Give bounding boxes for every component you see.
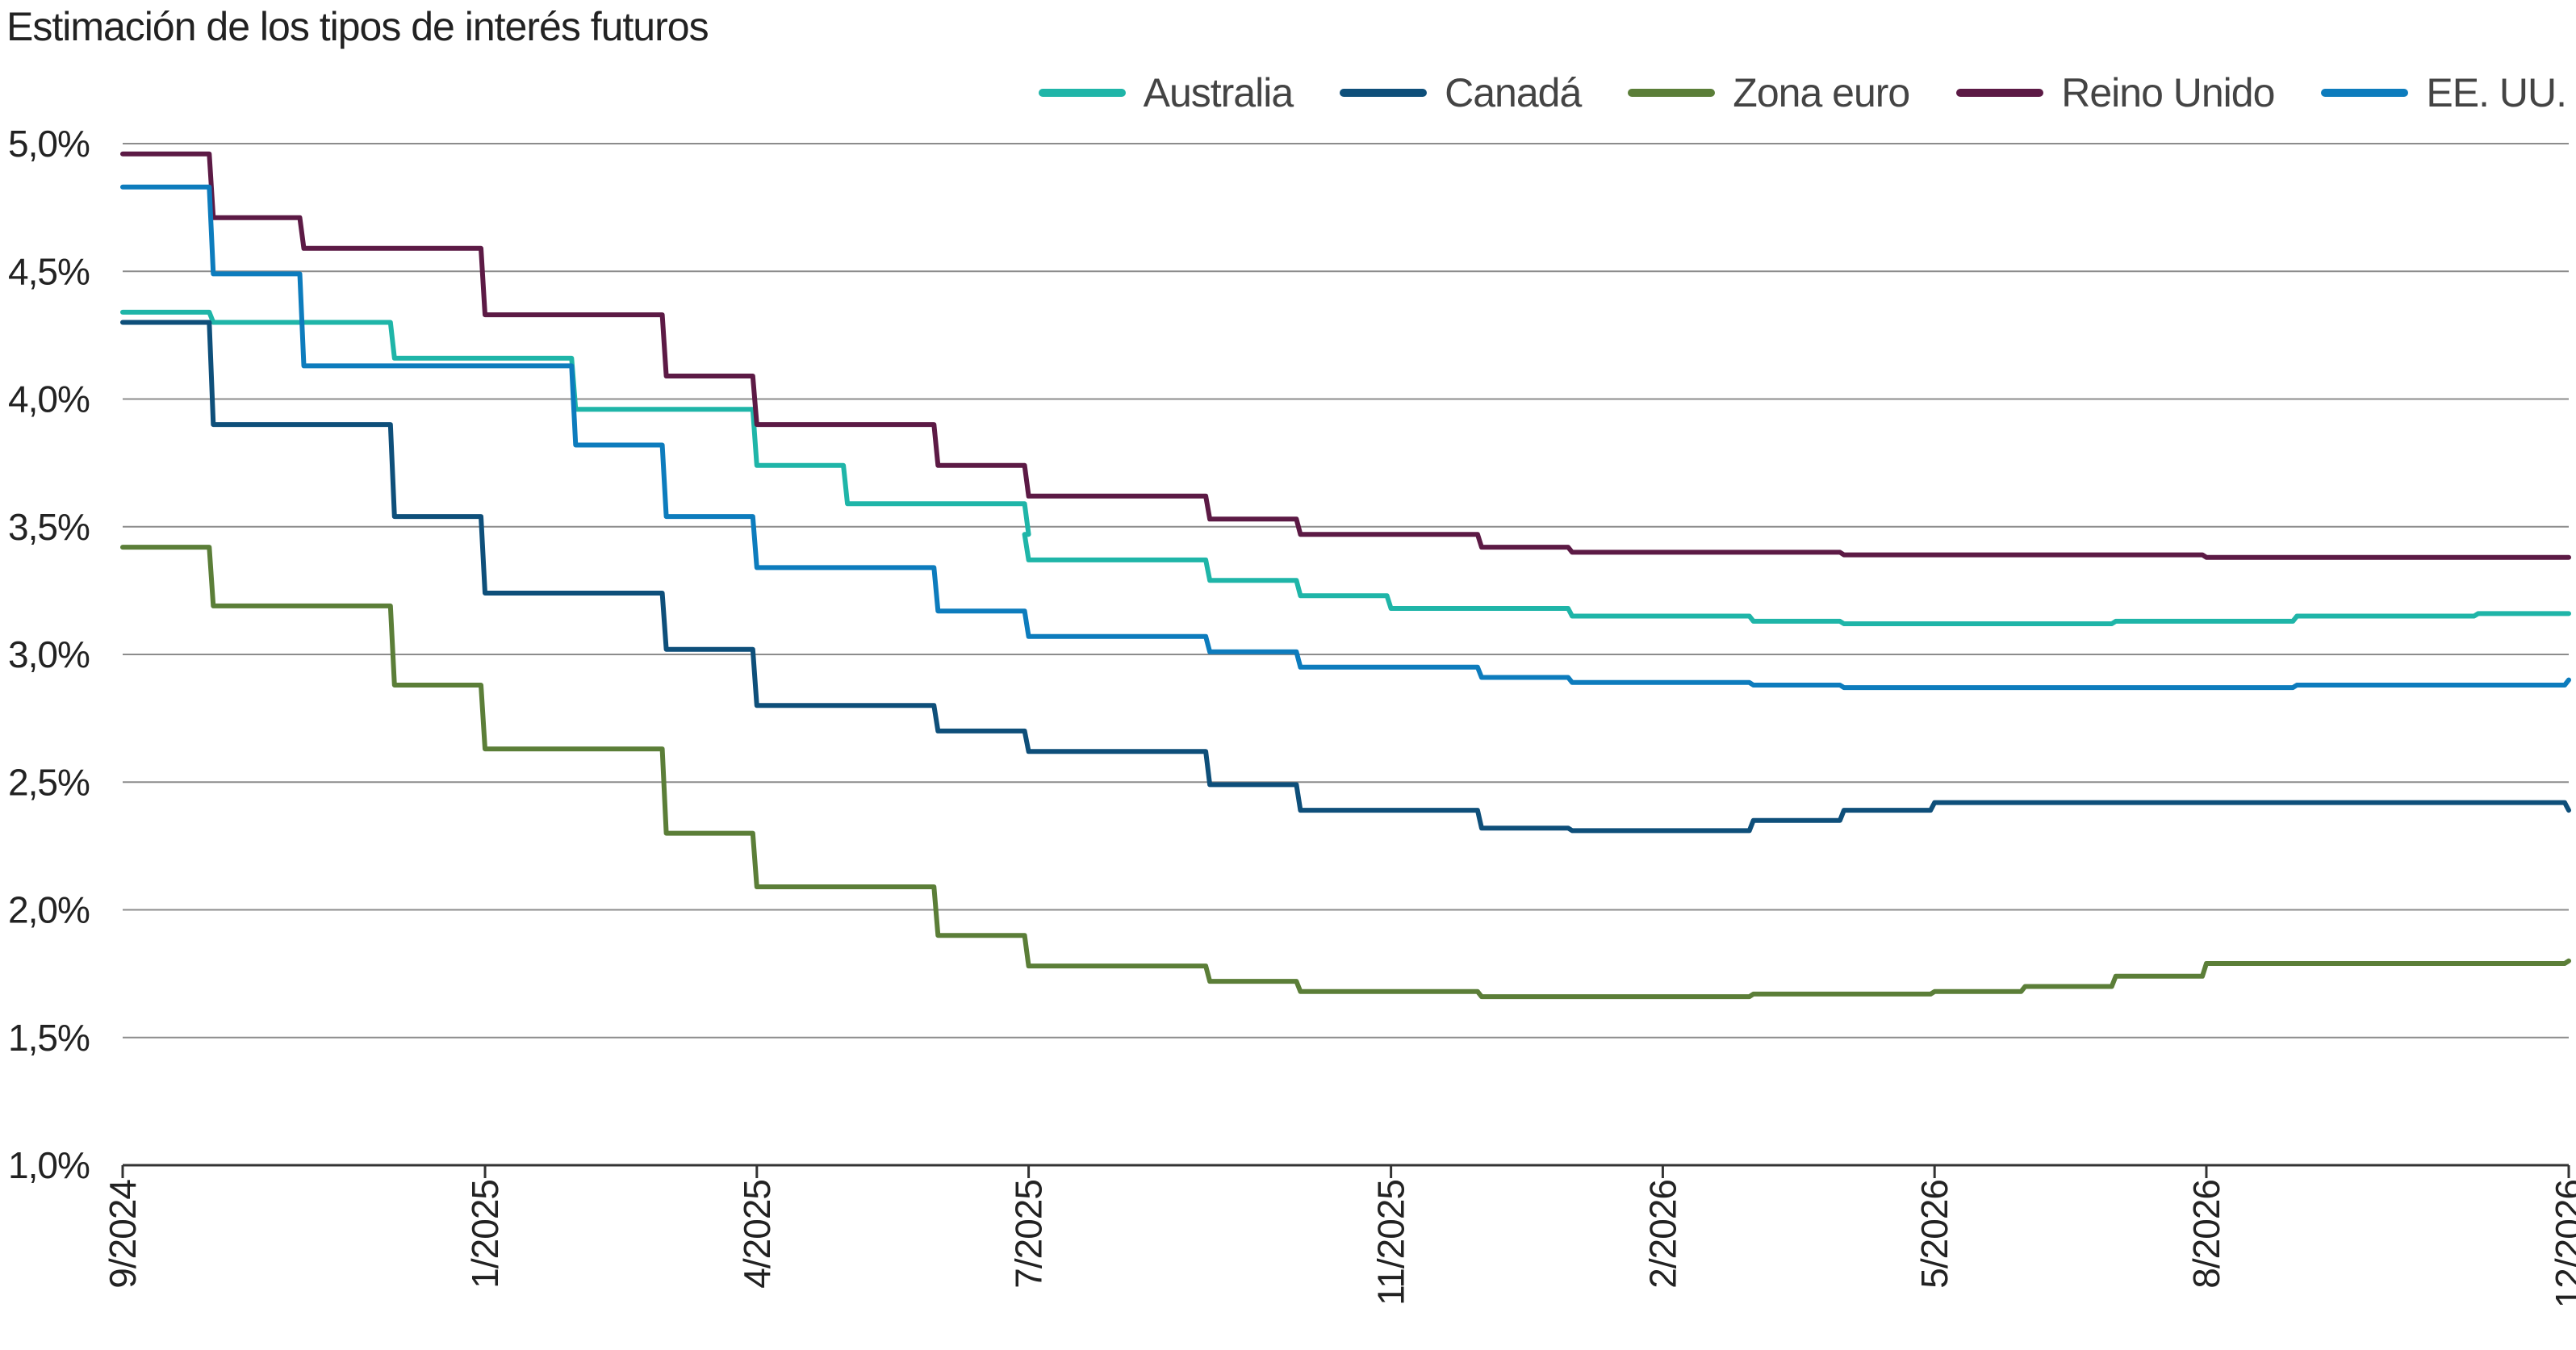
x-tick-label: 1/2025 [464, 1180, 506, 1289]
x-tick-label: 8/2026 [2185, 1180, 2227, 1289]
y-tick-label: 1,0% [8, 1144, 90, 1186]
y-tick-label: 2,5% [8, 761, 90, 803]
y-tick-label: 3,0% [8, 633, 90, 675]
legend-item: Canadá [1340, 69, 1582, 116]
legend-label: Zona euro [1733, 70, 1910, 115]
series-line-reino-unido [120, 151, 2571, 560]
legend-label: EE. UU. [2426, 70, 2567, 115]
legend-swatch [1956, 89, 2044, 97]
legend-swatch [1038, 89, 1126, 97]
y-tick-label: 5,0% [8, 123, 90, 165]
legend-swatch [2321, 89, 2409, 97]
x-tick-label: 11/2025 [1370, 1180, 1412, 1306]
legend-item: Reino Unido [1956, 69, 2275, 116]
chart-legend: Australia Canadá Zona euro Reino Unido EE. U… [992, 69, 2567, 116]
legend-swatch [1628, 89, 1716, 97]
legend-item: EE. UU. [2321, 69, 2567, 116]
y-tick-label: 3,5% [8, 506, 90, 548]
chart-title: Estimación de los tipos de interés futur… [6, 4, 709, 49]
legend-item: Australia [1038, 69, 1294, 116]
legend-item: Zona euro [1628, 69, 1910, 116]
x-tick-label: 9/2024 [102, 1180, 144, 1289]
series-line-zona-euro [120, 545, 2571, 1000]
x-tick-label: 2/2026 [1641, 1180, 1683, 1289]
x-tick-label: 4/2025 [736, 1180, 778, 1289]
series-line-australia [120, 309, 2571, 626]
y-tick-label: 4,5% [8, 250, 90, 292]
x-tick-label: 12/2026 [2548, 1180, 2576, 1308]
y-tick-label: 4,0% [8, 378, 90, 420]
y-tick-label: 1,5% [8, 1017, 90, 1059]
legend-label: Australia [1143, 70, 1294, 115]
y-tick-label: 2,0% [8, 889, 90, 931]
legend-label: Reino Unido [2061, 70, 2275, 115]
series-line-ee-uu- [120, 184, 2571, 691]
legend-label: Canadá [1445, 70, 1582, 115]
x-tick-label: 7/2025 [1008, 1180, 1050, 1289]
legend-swatch [1340, 89, 1428, 97]
x-tick-label: 5/2026 [1913, 1180, 1955, 1289]
series-line-canad- [120, 320, 2571, 834]
